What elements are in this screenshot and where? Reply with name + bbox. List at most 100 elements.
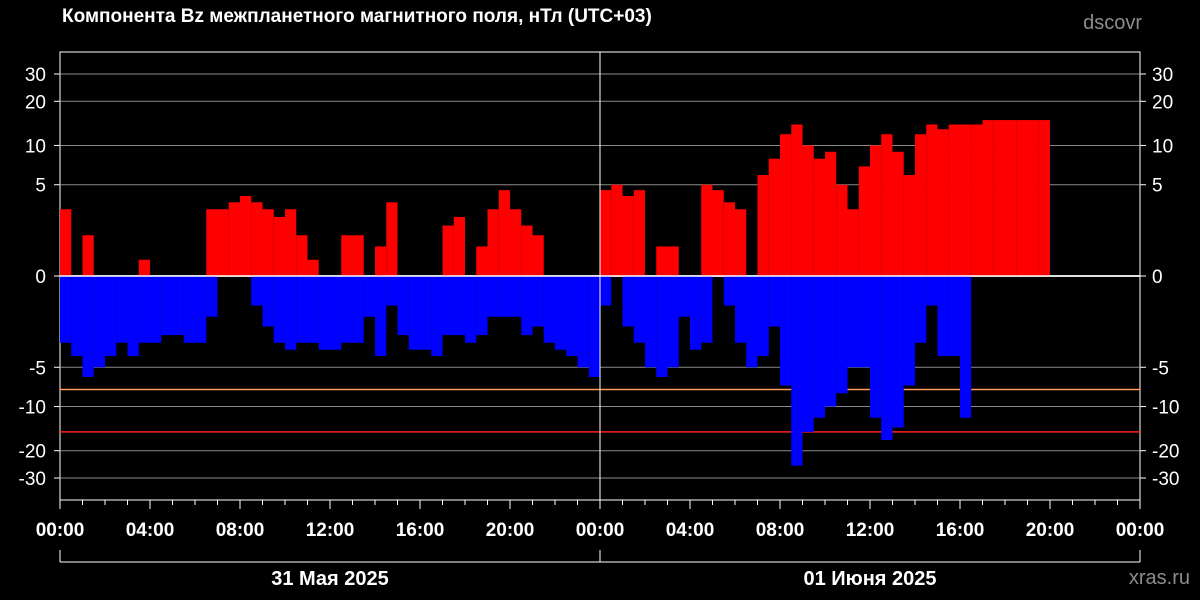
- bar-positive: [442, 225, 454, 276]
- x-tick-label: 12:00: [306, 520, 355, 541]
- bar-positive: [251, 202, 263, 276]
- bar-negative: [847, 276, 859, 368]
- bar-positive: [240, 195, 252, 276]
- bar-positive: [296, 235, 308, 276]
- bar-negative: [881, 276, 893, 441]
- y-tick-label-right: -30: [1152, 469, 1179, 490]
- bar-negative: [397, 276, 409, 336]
- bar-negative: [566, 276, 578, 357]
- bar-positive: [532, 235, 544, 276]
- bar-negative: [476, 276, 488, 336]
- bar-positive: [712, 190, 724, 276]
- bar-negative: [386, 276, 398, 306]
- bar-positive: [352, 235, 364, 276]
- bar-positive: [768, 158, 780, 276]
- bar-negative: [577, 276, 589, 368]
- bar-negative: [858, 276, 870, 368]
- bar-positive: [1038, 120, 1050, 276]
- bar-negative: [420, 276, 432, 350]
- x-tick-label: 08:00: [756, 520, 805, 541]
- bar-negative: [870, 276, 882, 418]
- bar-positive: [622, 195, 634, 276]
- bar-positive: [633, 190, 645, 276]
- bar-positive: [487, 209, 499, 276]
- bar-positive: [138, 259, 150, 276]
- bar-positive: [802, 145, 814, 276]
- bar-negative: [622, 276, 634, 327]
- bar-negative: [960, 276, 972, 418]
- x-tick-label: 08:00: [216, 520, 265, 541]
- bar-positive: [476, 246, 488, 276]
- bar-positive: [600, 190, 612, 276]
- bar-negative: [285, 276, 297, 350]
- bar-negative: [307, 276, 319, 343]
- bar-negative: [532, 276, 544, 327]
- bar-negative: [678, 276, 690, 317]
- bar-negative: [375, 276, 387, 357]
- bar-positive: [262, 209, 274, 276]
- bar-negative: [363, 276, 375, 317]
- bar-negative: [161, 276, 173, 336]
- bar-positive: [498, 190, 510, 276]
- x-tick-label: 04:00: [126, 520, 175, 541]
- bar-positive: [206, 209, 218, 276]
- x-tick-label: 00:00: [576, 520, 625, 541]
- bar-negative: [645, 276, 657, 368]
- bar-positive: [667, 246, 679, 276]
- x-tick-label: 12:00: [846, 520, 895, 541]
- bar-positive: [1005, 120, 1017, 276]
- bar-negative: [757, 276, 769, 357]
- y-tick-label-left: -20: [19, 442, 46, 463]
- day-label: 01 Июня 2025: [803, 568, 936, 590]
- x-tick-label: 20:00: [1026, 520, 1075, 541]
- bar-positive: [881, 134, 893, 276]
- bar-negative: [701, 276, 713, 343]
- bar-negative: [498, 276, 510, 317]
- x-tick-label: 00:00: [36, 520, 85, 541]
- bar-positive: [273, 216, 285, 276]
- bar-negative: [116, 276, 128, 343]
- chart-title: Компонента Bz межпланетного магнитного п…: [62, 6, 652, 27]
- bar-negative: [836, 276, 848, 394]
- credit-label: xras.ru: [1128, 567, 1190, 589]
- bar-negative: [555, 276, 567, 350]
- bar-positive: [813, 158, 825, 276]
- bar-negative: [656, 276, 668, 377]
- bar-negative: [442, 276, 454, 336]
- bar-negative: [543, 276, 555, 343]
- bar-positive: [521, 225, 533, 276]
- x-tick-label: 16:00: [936, 520, 985, 541]
- bar-negative: [768, 276, 780, 327]
- bar-positive: [307, 259, 319, 276]
- bar-negative: [521, 276, 533, 336]
- y-tick-label-right: -20: [1152, 442, 1179, 463]
- bar-positive: [915, 134, 927, 276]
- bar-positive: [757, 175, 769, 276]
- bar-negative: [791, 276, 803, 466]
- y-tick-label-right: 10: [1152, 136, 1173, 157]
- bar-positive: [937, 129, 949, 276]
- bar-negative: [735, 276, 747, 343]
- x-tick-label: 16:00: [396, 520, 445, 541]
- bar-positive: [386, 202, 398, 276]
- bar-positive: [926, 124, 938, 276]
- y-tick-label-left: -5: [29, 358, 46, 379]
- bar-positive: [847, 209, 859, 276]
- bar-negative: [667, 276, 679, 368]
- bar-negative: [825, 276, 837, 407]
- bar-positive: [825, 151, 837, 276]
- bar-negative: [105, 276, 117, 357]
- bar-negative: [802, 276, 814, 432]
- y-tick-label-left: 5: [35, 176, 46, 197]
- bar-negative: [690, 276, 702, 350]
- y-tick-label-right: 20: [1152, 92, 1173, 113]
- source-label: dscovr: [1083, 12, 1142, 34]
- bar-positive: [960, 124, 972, 276]
- bar-positive: [510, 209, 522, 276]
- bar-negative: [195, 276, 207, 343]
- y-tick-label-right: -5: [1152, 358, 1169, 379]
- bar-negative: [926, 276, 938, 306]
- bar-negative: [633, 276, 645, 343]
- bar-negative: [273, 276, 285, 343]
